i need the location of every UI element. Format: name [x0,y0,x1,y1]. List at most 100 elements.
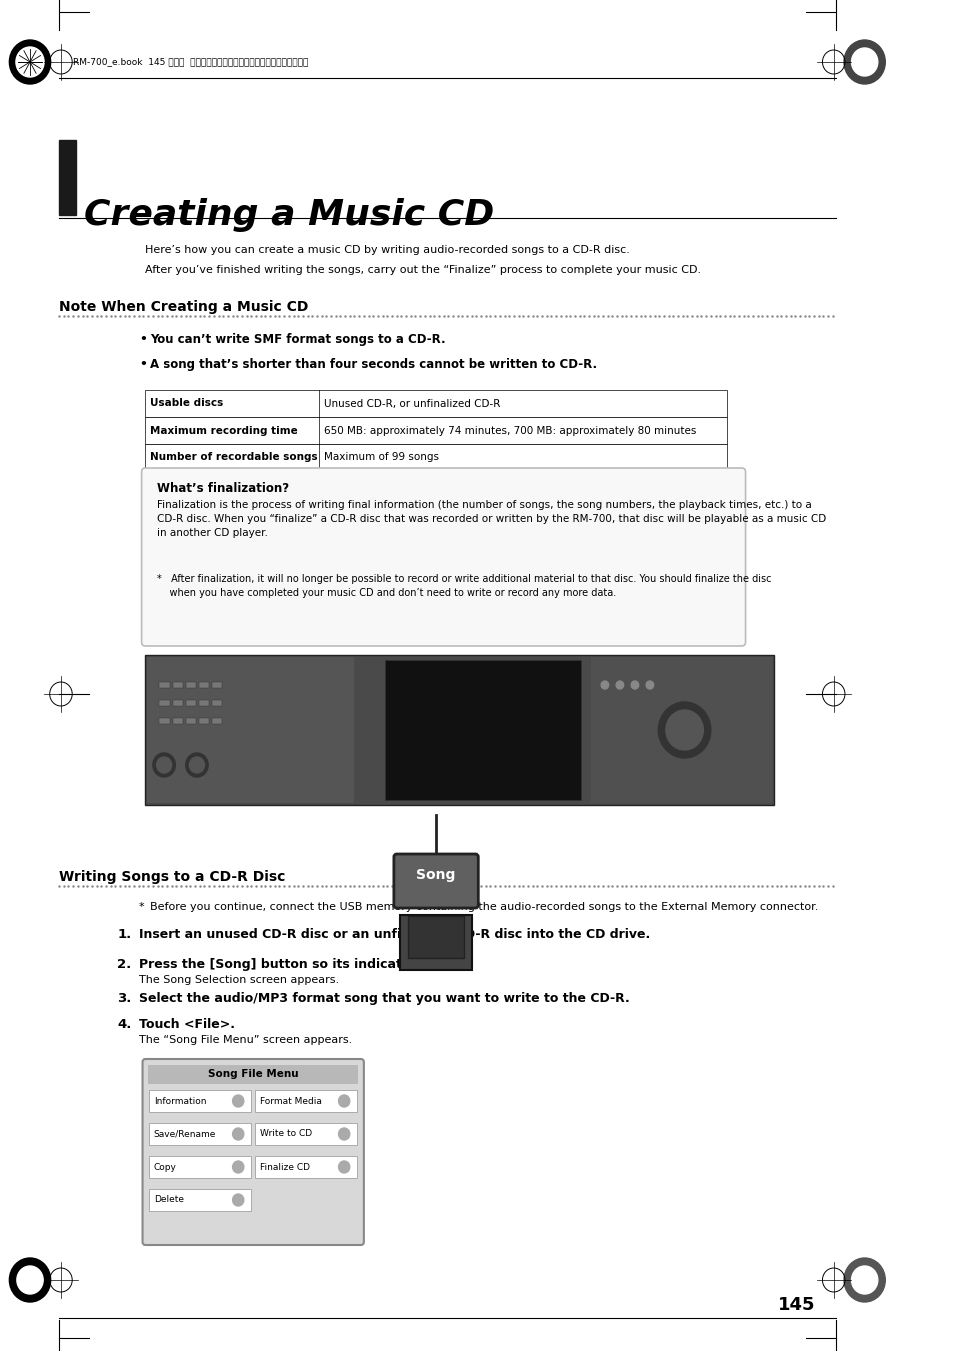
Bar [147,657,354,802]
Bar [149,1090,251,1112]
Text: Writing Songs to a CD-R Disc: Writing Songs to a CD-R Disc [59,870,285,884]
Bar [172,682,183,688]
Bar [148,1065,358,1084]
Bar [159,700,170,707]
Text: RM-700_e.book  145 ページ  ２００９年３月１８日　水曜日　午前１１時５分: RM-700_e.book 145 ページ ２００９年３月１８日 水曜日 午前１… [73,58,308,66]
Bar [172,700,183,707]
Bar [384,661,580,800]
Text: Number of recordable songs: Number of recordable songs [150,453,317,462]
Text: Here’s how you can create a music CD by writing audio-recorded songs to a CD-R d: Here’s how you can create a music CD by … [145,245,630,255]
Text: Usable discs: Usable discs [150,399,223,408]
Bar [590,657,771,802]
Text: Delete: Delete [153,1196,184,1205]
Text: Note When Creating a Music CD: Note When Creating a Music CD [59,300,308,313]
Circle shape [10,1258,51,1302]
Text: Select the audio/MP3 format song that you want to write to the CD-R.: Select the audio/MP3 format song that yo… [138,992,629,1005]
FancyBboxPatch shape [142,1059,363,1246]
Circle shape [600,681,608,689]
Bar [149,1123,251,1146]
Bar [145,444,726,471]
Bar [254,1156,357,1178]
Text: Write to CD: Write to CD [259,1129,312,1139]
Text: Creating a Music CD: Creating a Music CD [84,199,495,232]
Text: Touch <File>.: Touch <File>. [138,1019,234,1031]
Bar [212,717,222,724]
Bar [400,915,471,970]
Circle shape [843,1258,884,1302]
Text: Unused CD-R, or unfinalized CD-R: Unused CD-R, or unfinalized CD-R [323,399,499,408]
Text: Insert an unused CD-R disc or an unfinalized CD-R disc into the CD drive.: Insert an unused CD-R disc or an unfinal… [138,928,649,942]
Text: •: • [138,358,147,372]
Circle shape [156,757,172,773]
Text: *: * [138,902,144,912]
Circle shape [851,1266,877,1294]
Circle shape [16,47,44,77]
FancyBboxPatch shape [394,854,477,908]
Text: Finalize CD: Finalize CD [259,1162,310,1171]
Circle shape [233,1096,244,1106]
Bar [172,717,183,724]
Text: when you have completed your music CD and don’t need to write or record any more: when you have completed your music CD an… [156,588,616,598]
Text: Maximum recording time: Maximum recording time [150,426,297,435]
Bar [145,655,773,805]
Bar [186,717,195,724]
Text: •: • [138,332,147,346]
Text: *   After finalization, it will no longer be possible to record or write additio: * After finalization, it will no longer … [156,574,770,584]
Text: Before you continue, connect the USB memory containing the audio-recorded songs : Before you continue, connect the USB mem… [150,902,818,912]
Text: 4.: 4. [117,1019,132,1031]
Bar [212,700,222,707]
Circle shape [338,1128,350,1140]
Text: Information: Information [153,1097,206,1105]
Bar [186,700,195,707]
Circle shape [631,681,638,689]
Circle shape [190,757,204,773]
Text: Copy: Copy [153,1162,176,1171]
Text: 1.: 1. [117,928,132,942]
Bar [159,717,170,724]
Circle shape [658,703,710,758]
Bar [198,700,209,707]
Circle shape [233,1194,244,1206]
Bar [254,1090,357,1112]
Text: Finalization is the process of writing final information (the number of songs, t: Finalization is the process of writing f… [156,500,810,509]
Circle shape [665,711,702,750]
Circle shape [843,41,884,84]
Text: Song File Menu: Song File Menu [208,1069,298,1079]
Text: Save/Rename: Save/Rename [153,1129,216,1139]
Text: in another CD player.: in another CD player. [156,528,267,538]
Text: 2.: 2. [117,958,132,971]
Text: After you’ve finished writing the songs, carry out the “Finalize” process to com: After you’ve finished writing the songs,… [145,265,700,276]
Bar [408,916,464,958]
Bar [186,682,195,688]
Bar [145,390,726,417]
Bar [149,1156,251,1178]
Bar [149,1189,251,1210]
Circle shape [338,1096,350,1106]
Bar [198,682,209,688]
Text: Format Media: Format Media [259,1097,321,1105]
Circle shape [152,753,175,777]
Circle shape [851,49,877,76]
Text: Press the [Song] button so its indicator is lit.: Press the [Song] button so its indicator… [138,958,455,971]
Bar [59,141,76,215]
Circle shape [616,681,623,689]
Text: The Song Selection screen appears.: The Song Selection screen appears. [138,975,338,985]
Circle shape [10,41,51,84]
Bar [254,1123,357,1146]
Text: Maximum of 99 songs: Maximum of 99 songs [323,453,438,462]
Circle shape [17,1266,43,1294]
Circle shape [233,1161,244,1173]
Text: 3.: 3. [117,992,132,1005]
Text: Song: Song [416,867,456,882]
Bar [159,682,170,688]
Bar [198,717,209,724]
Text: The “Song File Menu” screen appears.: The “Song File Menu” screen appears. [138,1035,352,1046]
Text: What’s finalization?: What’s finalization? [156,482,289,494]
FancyBboxPatch shape [141,467,745,646]
Text: 145: 145 [778,1296,815,1315]
Text: You can’t write SMF format songs to a CD-R.: You can’t write SMF format songs to a CD… [150,332,445,346]
Circle shape [645,681,653,689]
Circle shape [233,1128,244,1140]
Circle shape [338,1161,350,1173]
Text: CD-R disc. When you “finalize” a CD-R disc that was recorded or written by the R: CD-R disc. When you “finalize” a CD-R di… [156,513,825,524]
